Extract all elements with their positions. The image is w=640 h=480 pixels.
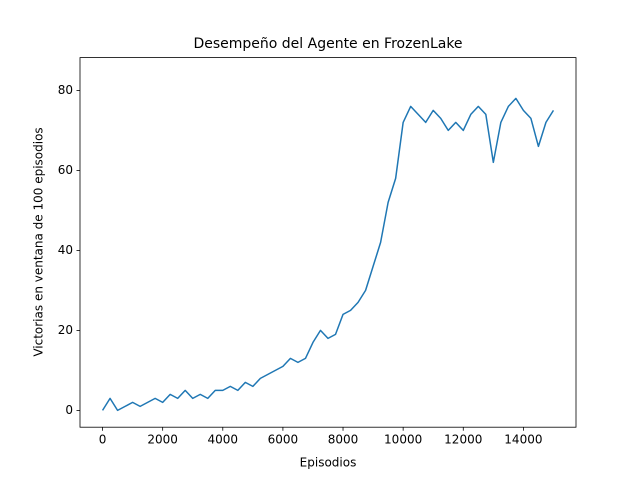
y-tick-label: 40 [58, 243, 73, 257]
y-tick-label: 0 [65, 403, 73, 417]
plot-frame [79, 57, 577, 428]
y-tick-label: 80 [58, 83, 73, 97]
x-tick-label: 12000 [444, 433, 482, 447]
x-tick-label: 6000 [268, 433, 299, 447]
y-tick-label: 20 [58, 323, 73, 337]
x-tick-label: 2000 [147, 433, 178, 447]
x-axis-label: Episodios [300, 456, 357, 470]
y-axis-label: Victorias en ventana de 100 episodios [32, 127, 46, 356]
y-tick-label: 60 [58, 163, 73, 177]
chart-title: Desempeño del Agente en FrozenLake [193, 36, 462, 52]
x-tick-label: 4000 [208, 433, 239, 447]
x-tick-label: 14000 [504, 433, 542, 447]
data-line [101, 97, 555, 412]
x-tick-label: 8000 [328, 433, 359, 447]
x-tick-label: 10000 [384, 433, 422, 447]
x-tick-label: 0 [99, 433, 107, 447]
